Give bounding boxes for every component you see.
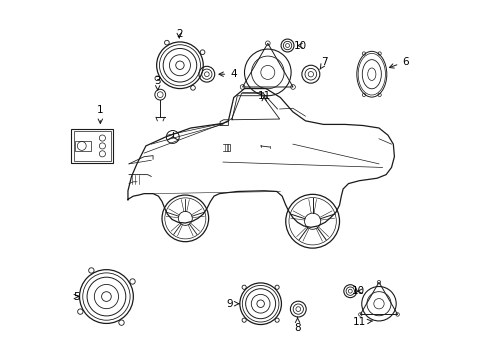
Text: 5: 5 [73,292,80,302]
Text: 1: 1 [97,105,103,123]
Bar [74,131,110,161]
Text: 7: 7 [319,57,327,69]
Bar [71,129,112,163]
Text: 11: 11 [257,91,270,101]
Text: 3: 3 [154,76,161,90]
Text: 11: 11 [352,318,371,327]
Text: 6: 6 [388,57,408,68]
Bar [75,140,91,151]
Text: 8: 8 [294,317,300,333]
Text: 10: 10 [293,41,306,50]
Text: 4: 4 [219,69,236,79]
Text: 2: 2 [176,30,182,39]
Text: 10: 10 [351,286,364,296]
Text: 9: 9 [226,299,239,309]
